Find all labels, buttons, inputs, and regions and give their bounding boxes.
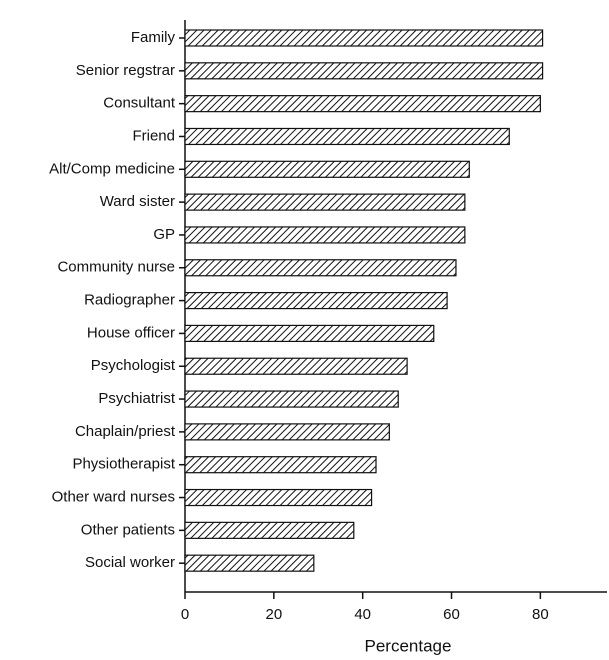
y-tick-label: Community nurse bbox=[57, 259, 175, 276]
bar bbox=[184, 95, 541, 113]
x-tick-label: 40 bbox=[354, 606, 371, 623]
y-tick-label: Psychiatrist bbox=[98, 390, 176, 407]
x-tick-label: 60 bbox=[443, 606, 460, 623]
bar bbox=[184, 521, 355, 539]
y-tick-label: Consultant bbox=[103, 95, 176, 112]
y-tick-label: Physiotherapist bbox=[72, 456, 175, 473]
y-tick-label: Radiographer bbox=[84, 292, 175, 309]
y-tick-label: House officer bbox=[87, 324, 175, 341]
y-tick-label: Other patients bbox=[81, 521, 175, 538]
bar bbox=[184, 423, 390, 441]
y-tick-label: Chaplain/priest bbox=[75, 423, 176, 440]
bar bbox=[184, 554, 315, 572]
y-tick-label: GP bbox=[153, 226, 175, 243]
x-tick-label: 0 bbox=[181, 606, 189, 623]
y-tick-label: Family bbox=[131, 29, 176, 46]
bar bbox=[184, 390, 399, 408]
y-tick-label: Psychologist bbox=[91, 357, 176, 374]
bar bbox=[184, 127, 510, 146]
bar bbox=[184, 488, 373, 507]
y-tick-label: Other ward nurses bbox=[52, 488, 175, 505]
y-tick-label: Senior regstrar bbox=[76, 62, 175, 79]
bar bbox=[184, 226, 466, 244]
y-tick-label: Ward sister bbox=[100, 193, 175, 210]
x-tick-label: 80 bbox=[532, 606, 549, 623]
y-tick-label: Alt/Comp medicine bbox=[49, 160, 175, 177]
x-axis-label: Percentage bbox=[365, 636, 452, 655]
bar bbox=[184, 62, 544, 80]
bar bbox=[184, 29, 544, 47]
bar bbox=[184, 357, 408, 375]
y-tick-label: Social worker bbox=[85, 554, 175, 571]
bar bbox=[184, 324, 435, 343]
x-tick-label: 20 bbox=[265, 606, 282, 623]
bar bbox=[184, 456, 377, 474]
y-tick-label: Friend bbox=[132, 127, 175, 144]
bar bbox=[184, 193, 466, 211]
bar bbox=[184, 160, 470, 178]
bar bbox=[184, 291, 448, 310]
bar bbox=[184, 259, 457, 277]
